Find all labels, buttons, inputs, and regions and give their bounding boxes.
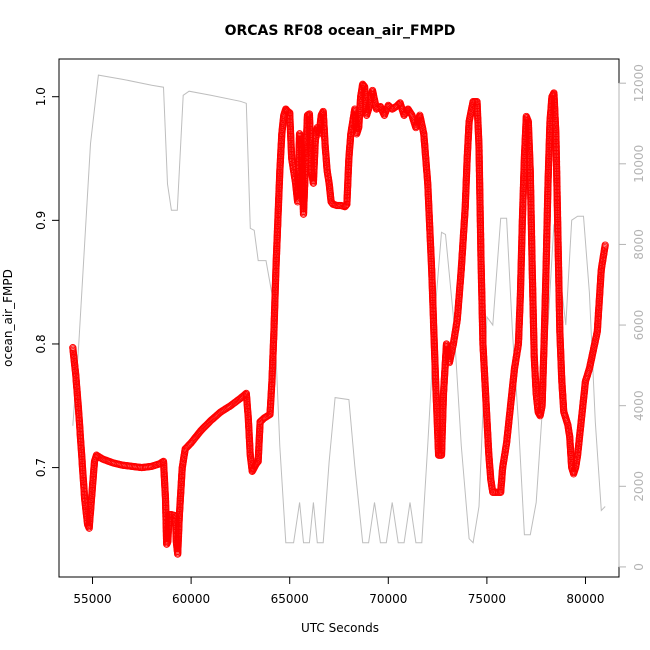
x-tick-label: 75000: [468, 592, 506, 606]
data-point: [359, 80, 367, 88]
y-tick-label: 0.9: [34, 211, 48, 230]
x-tick-label: 80000: [566, 592, 604, 606]
right-axis-series-layer: [72, 74, 606, 544]
y2-tick-label: 0: [632, 563, 646, 571]
y-axis-label: ocean_air_FMPD: [1, 269, 15, 367]
x-tick-label: 60000: [172, 592, 210, 606]
y2-tick-label: 2000: [632, 471, 646, 502]
x-tick-label: 55000: [73, 592, 111, 606]
series-line-right: [72, 74, 606, 544]
y2-tick-label: 8000: [632, 229, 646, 260]
x-tick-label: 70000: [369, 592, 407, 606]
y-tick-label: 0.7: [34, 458, 48, 477]
x-tick-label: 65000: [271, 592, 309, 606]
y2-tick-label: 12000: [632, 64, 646, 102]
data-point: [341, 203, 349, 211]
left-axis-series-layer: [69, 80, 609, 558]
chart-title: ORCAS RF08 ocean_air_FMPD: [225, 23, 456, 39]
y2-tick-label: 6000: [632, 310, 646, 341]
y-axis-left: 0.7 0.8 0.9 1.0: [34, 87, 60, 477]
y-tick-label: 0.8: [34, 334, 48, 353]
y-tick-label: 1.0: [34, 87, 48, 106]
y2-tick-label: 10000: [632, 145, 646, 183]
x-axis: 55000 60000 65000 70000 75000 80000: [73, 576, 605, 606]
x-axis-label: UTC Seconds: [301, 621, 379, 635]
data-point: [252, 460, 260, 468]
y2-tick-label: 4000: [632, 390, 646, 421]
y-axis-right: 0 2000 4000 6000 8000 10000 12000: [618, 64, 646, 571]
data-point: [601, 241, 609, 249]
